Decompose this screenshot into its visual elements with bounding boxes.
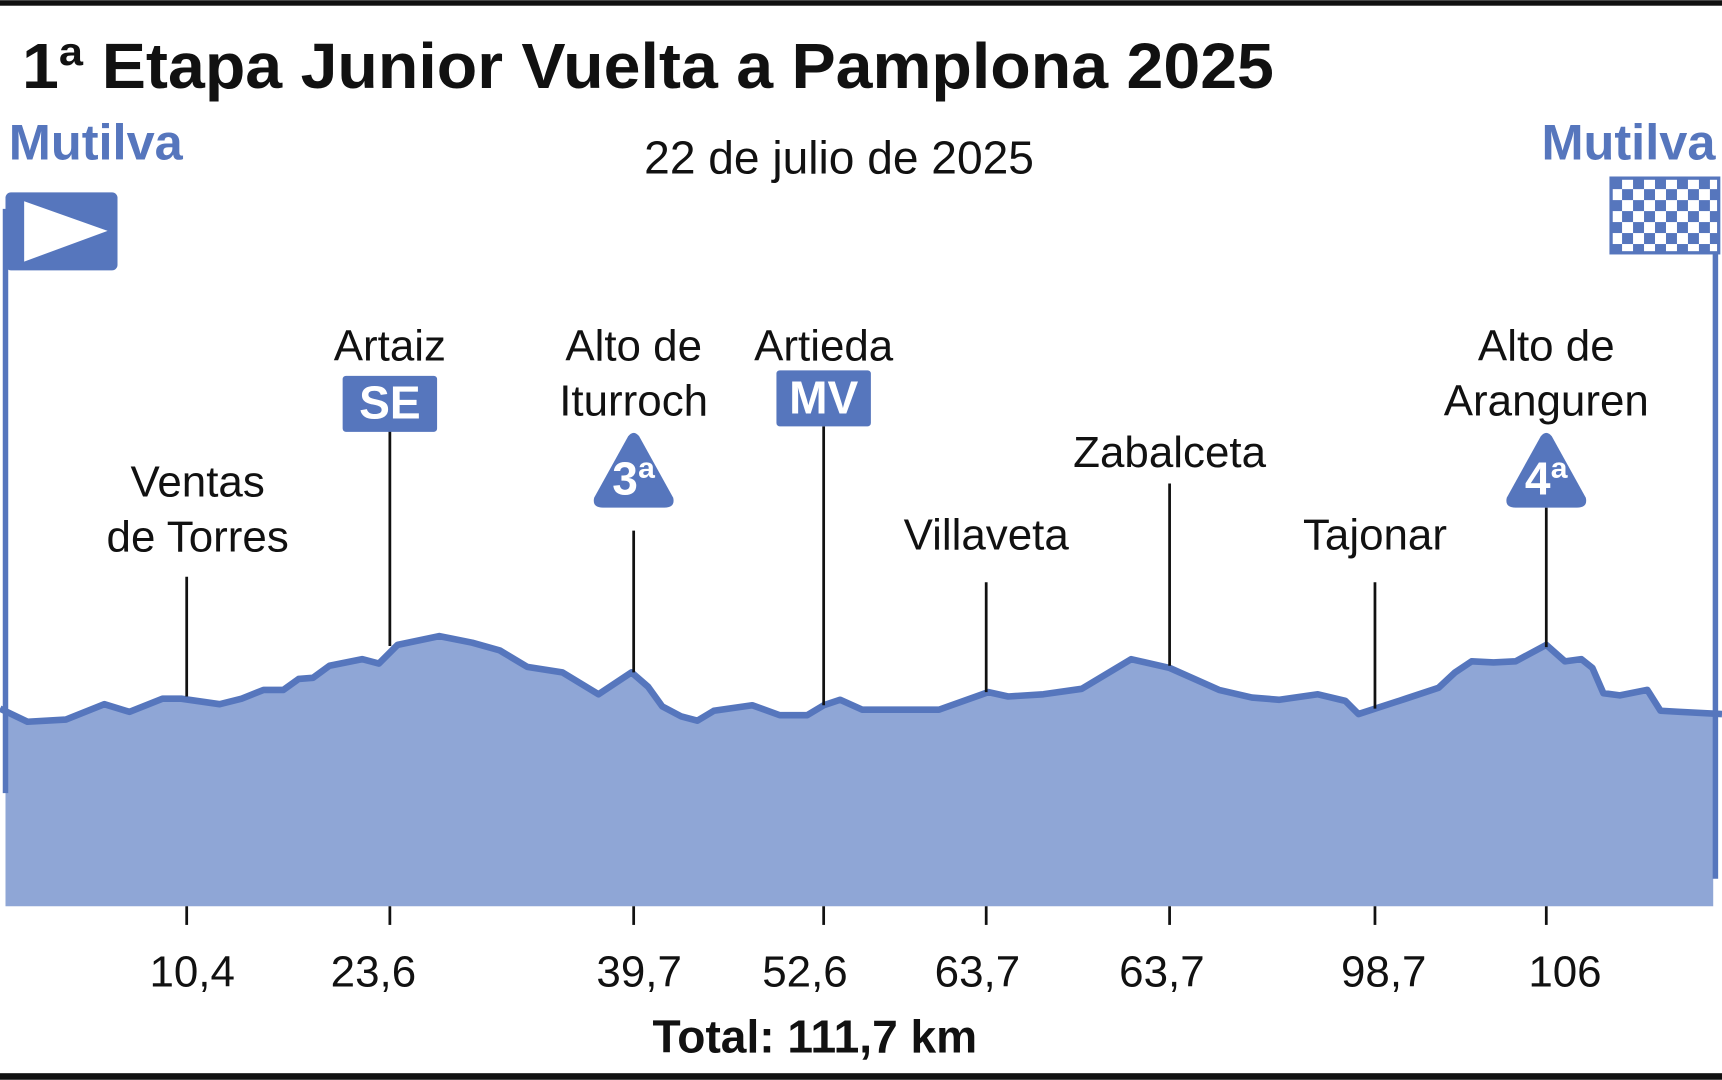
start-flag-arrow xyxy=(24,201,108,262)
title: 1ª Etapa Junior Vuelta a Pamplona 2025 xyxy=(22,31,1274,102)
category-badge xyxy=(1506,432,1587,508)
sprint-badge xyxy=(342,375,438,432)
km-label: 63,7 xyxy=(1119,947,1204,996)
place-label: Aranguren xyxy=(1444,376,1649,425)
profile-area xyxy=(5,636,1714,907)
place-label: Villaveta xyxy=(904,510,1070,559)
km-label: 23,6 xyxy=(331,947,416,996)
place-label: Ventas xyxy=(131,458,265,507)
km-label: 63,7 xyxy=(935,947,1020,996)
place-label: de Torres xyxy=(107,513,289,562)
category-badge xyxy=(593,432,674,508)
km-label: 10,4 xyxy=(149,947,234,996)
finish-town: Mutilva xyxy=(1541,113,1716,170)
start-town: Mutilva xyxy=(9,113,184,170)
sprint-badge xyxy=(776,370,871,427)
place-label: Iturroch xyxy=(559,376,708,425)
km-label: 106 xyxy=(1528,947,1601,996)
place-label: Tajonar xyxy=(1303,510,1447,559)
km-label: 98,7 xyxy=(1341,947,1426,996)
km-label: 39,7 xyxy=(596,947,681,996)
badge-label: 3ª xyxy=(612,453,656,505)
badge-label: MV xyxy=(789,371,858,423)
date: 22 de julio de 2025 xyxy=(644,132,1034,184)
total-distance: Total: 111,7 km xyxy=(653,1010,978,1062)
bottom-rule xyxy=(0,1073,1722,1080)
place-label: Artaiz xyxy=(334,321,446,370)
top-rule xyxy=(0,0,1722,6)
badge-label: 4ª xyxy=(1525,453,1569,505)
profile-line xyxy=(0,632,1722,726)
place-label: Artieda xyxy=(754,321,894,370)
place-label: Alto de xyxy=(1478,321,1615,370)
km-label: 52,6 xyxy=(762,947,847,996)
place-label: Alto de xyxy=(565,321,702,370)
badge-label: SE xyxy=(359,377,421,429)
place-label: Zabalceta xyxy=(1073,428,1266,477)
finish-flag xyxy=(1609,176,1721,255)
